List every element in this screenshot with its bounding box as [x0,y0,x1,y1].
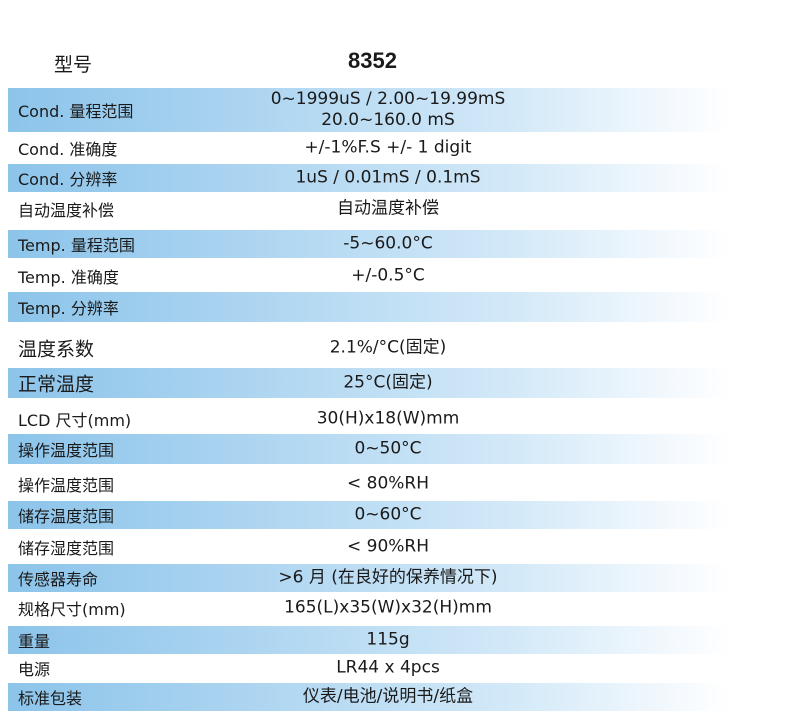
spec-value: >6 月 (在良好的保养情况下) [278,567,498,588]
spec-label: 操作温度范围 [18,476,115,495]
spec-value: 30(H)x18(W)mm [316,408,460,429]
spec-value: +/-0.5°C [351,265,425,286]
spec-value: 115g [366,629,410,650]
spec-label: Cond. 准确度 [18,140,118,159]
spec-row-temp-accuracy: Temp. 准确度 +/-0.5°C [8,262,730,290]
spec-label: 自动温度补偿 [18,201,115,220]
spec-value: 0~60°C [354,504,422,525]
spec-value: 仪表/电池/说明书/纸盒 [302,686,474,707]
spec-label: 操作温度范围 [18,441,115,460]
spec-row-operating-temp: 操作温度范围 0~50°C [8,434,730,464]
spec-label: 标准包装 [18,689,83,708]
spec-label: 储存湿度范围 [18,539,115,558]
spec-row-storage-temp: 储存温度范围 0~60°C [8,501,730,529]
spec-header-label: 型号 [54,54,93,76]
spec-row-storage-humidity: 储存湿度范围 < 90%RH [8,533,730,561]
spec-value: LR44 x 4pcs [336,657,440,678]
spec-value: 2.1%/°C(固定) [329,337,447,358]
spec-value: +/-1%F.S +/- 1 digit [304,137,472,158]
spec-value: < 80%RH [346,473,430,494]
spec-label: Cond. 量程范围 [18,102,134,121]
spec-label: Temp. 分辨率 [18,299,119,318]
spec-row-cond-range: Cond. 量程范围 0~1999uS / 2.00~19.99mS 20.0~… [8,88,730,132]
spec-row-power: 电源 LR44 x 4pcs [8,655,730,681]
spec-label: LCD 尺寸(mm) [18,411,132,430]
spec-row-operating-humidity: 操作温度范围 < 80%RH [8,470,730,498]
spec-row-normal-temp: 正常温度 25°C(固定) [8,368,730,398]
model-number: 8352 [348,48,397,73]
spec-row-dimensions: 规格尺寸(mm) 165(L)x35(W)x32(H)mm [8,594,730,622]
spec-value: 25°C(固定) [343,372,433,393]
spec-value: 0~1999uS / 2.00~19.99mS 20.0~160.0 mS [271,89,506,131]
spec-row-cond-resolution: Cond. 分辨率 1uS / 0.01mS / 0.1mS [8,164,730,192]
spec-value: 0~50°C [354,438,422,459]
spec-row-temp-range: Temp. 量程范围 -5~60.0°C [8,230,730,258]
spec-label: 温度系数 [18,338,95,361]
spec-value: 1uS / 0.01mS / 0.1mS [295,167,481,188]
spec-value-line1: 0~1999uS / 2.00~19.99mS [270,89,506,109]
spec-row-temp-coefficient: 温度系数 2.1%/°C(固定) [8,332,730,364]
spec-label: Temp. 量程范围 [18,236,135,255]
spec-label: Cond. 分辨率 [18,170,118,189]
spec-value-line2: 20.0~160.0 mS [321,110,455,130]
spec-value: 165(L)x35(W)x32(H)mm [284,597,492,618]
spec-row-package: 标准包装 仪表/电池/说明书/纸盒 [8,683,730,711]
spec-value: < 90%RH [346,536,430,557]
spec-value: -5~60.0°C [343,233,433,254]
spec-row-weight: 重量 115g [8,626,730,654]
spec-row-cond-accuracy: Cond. 准确度 +/-1%F.S +/- 1 digit [8,134,730,162]
spec-label: 正常温度 [18,373,95,396]
spec-row-temp-resolution: Temp. 分辨率 [8,292,730,322]
spec-row-atc: 自动温度补偿 自动温度补偿 [8,194,730,224]
spec-label: 规格尺寸(mm) [18,600,126,619]
spec-label: 重量 [18,632,51,651]
spec-value: 自动温度补偿 [337,198,439,219]
spec-row-lcd-size: LCD 尺寸(mm) 30(H)x18(W)mm [8,405,730,433]
spec-label: Temp. 准确度 [18,268,119,287]
spec-row-sensor-life: 传感器寿命 >6 月 (在良好的保养情况下) [8,564,730,592]
spec-label: 储存温度范围 [18,507,115,526]
spec-label: 电源 [18,660,51,679]
spec-label: 传感器寿命 [18,570,99,589]
